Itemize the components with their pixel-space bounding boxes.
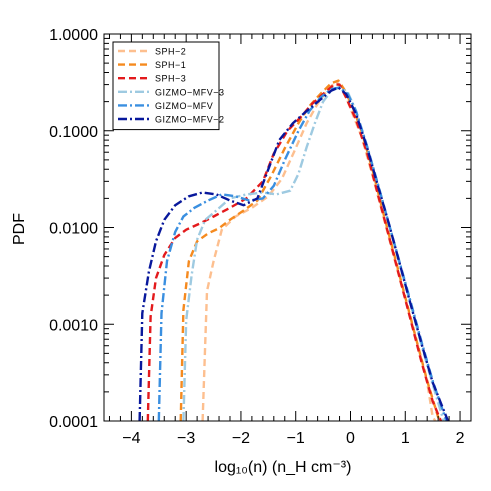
- series-line-6: [138, 86, 450, 422]
- x-tick-label: −1: [287, 430, 305, 447]
- series-line-5: [157, 86, 448, 422]
- x-axis-title: log₁₀(n) (n_H cm⁻³): [215, 459, 352, 476]
- legend: SPH−2 SPH−1 SPH−3 GIZMO−MFV−3 GIZMO−MFV GIZMO…: [112, 41, 225, 131]
- y-tick-label: 0.0010: [49, 317, 98, 334]
- axes-layer: −4 −3 −2 −1 0 1 2 0.0001 0.0010 0.0100 0.1000 1.000…: [49, 27, 472, 447]
- y-axis-title: PDF: [11, 213, 28, 245]
- series-line-2: [179, 79, 442, 422]
- series-layer: [138, 79, 450, 422]
- x-tick-label: 0: [346, 430, 355, 447]
- legend-label-6: GIZMO−MFV−2: [155, 115, 225, 125]
- x-tick-label: −3: [177, 430, 195, 447]
- y-tick-label: 0.0100: [49, 221, 98, 238]
- legend-label-3: SPH−3: [155, 74, 186, 84]
- legend-label-1: SPH−2: [155, 47, 186, 57]
- y-tick-label: 0.1000: [49, 124, 98, 141]
- legend-box: [112, 41, 220, 131]
- x-tick-label: 2: [456, 430, 465, 447]
- legend-label-2: SPH−1: [155, 60, 186, 70]
- series-line-1: [201, 80, 437, 422]
- y-tick-label: 0.0001: [49, 414, 98, 431]
- x-tick-label: −2: [232, 430, 250, 447]
- x-tick-label: −4: [122, 430, 140, 447]
- series-line-4: [182, 86, 445, 422]
- y-tick-label: 1.0000: [49, 27, 98, 44]
- legend-label-5: GIZMO−MFV: [155, 101, 213, 111]
- legend-label-4: GIZMO−MFV−3: [155, 87, 225, 97]
- x-tick-label: 1: [401, 430, 410, 447]
